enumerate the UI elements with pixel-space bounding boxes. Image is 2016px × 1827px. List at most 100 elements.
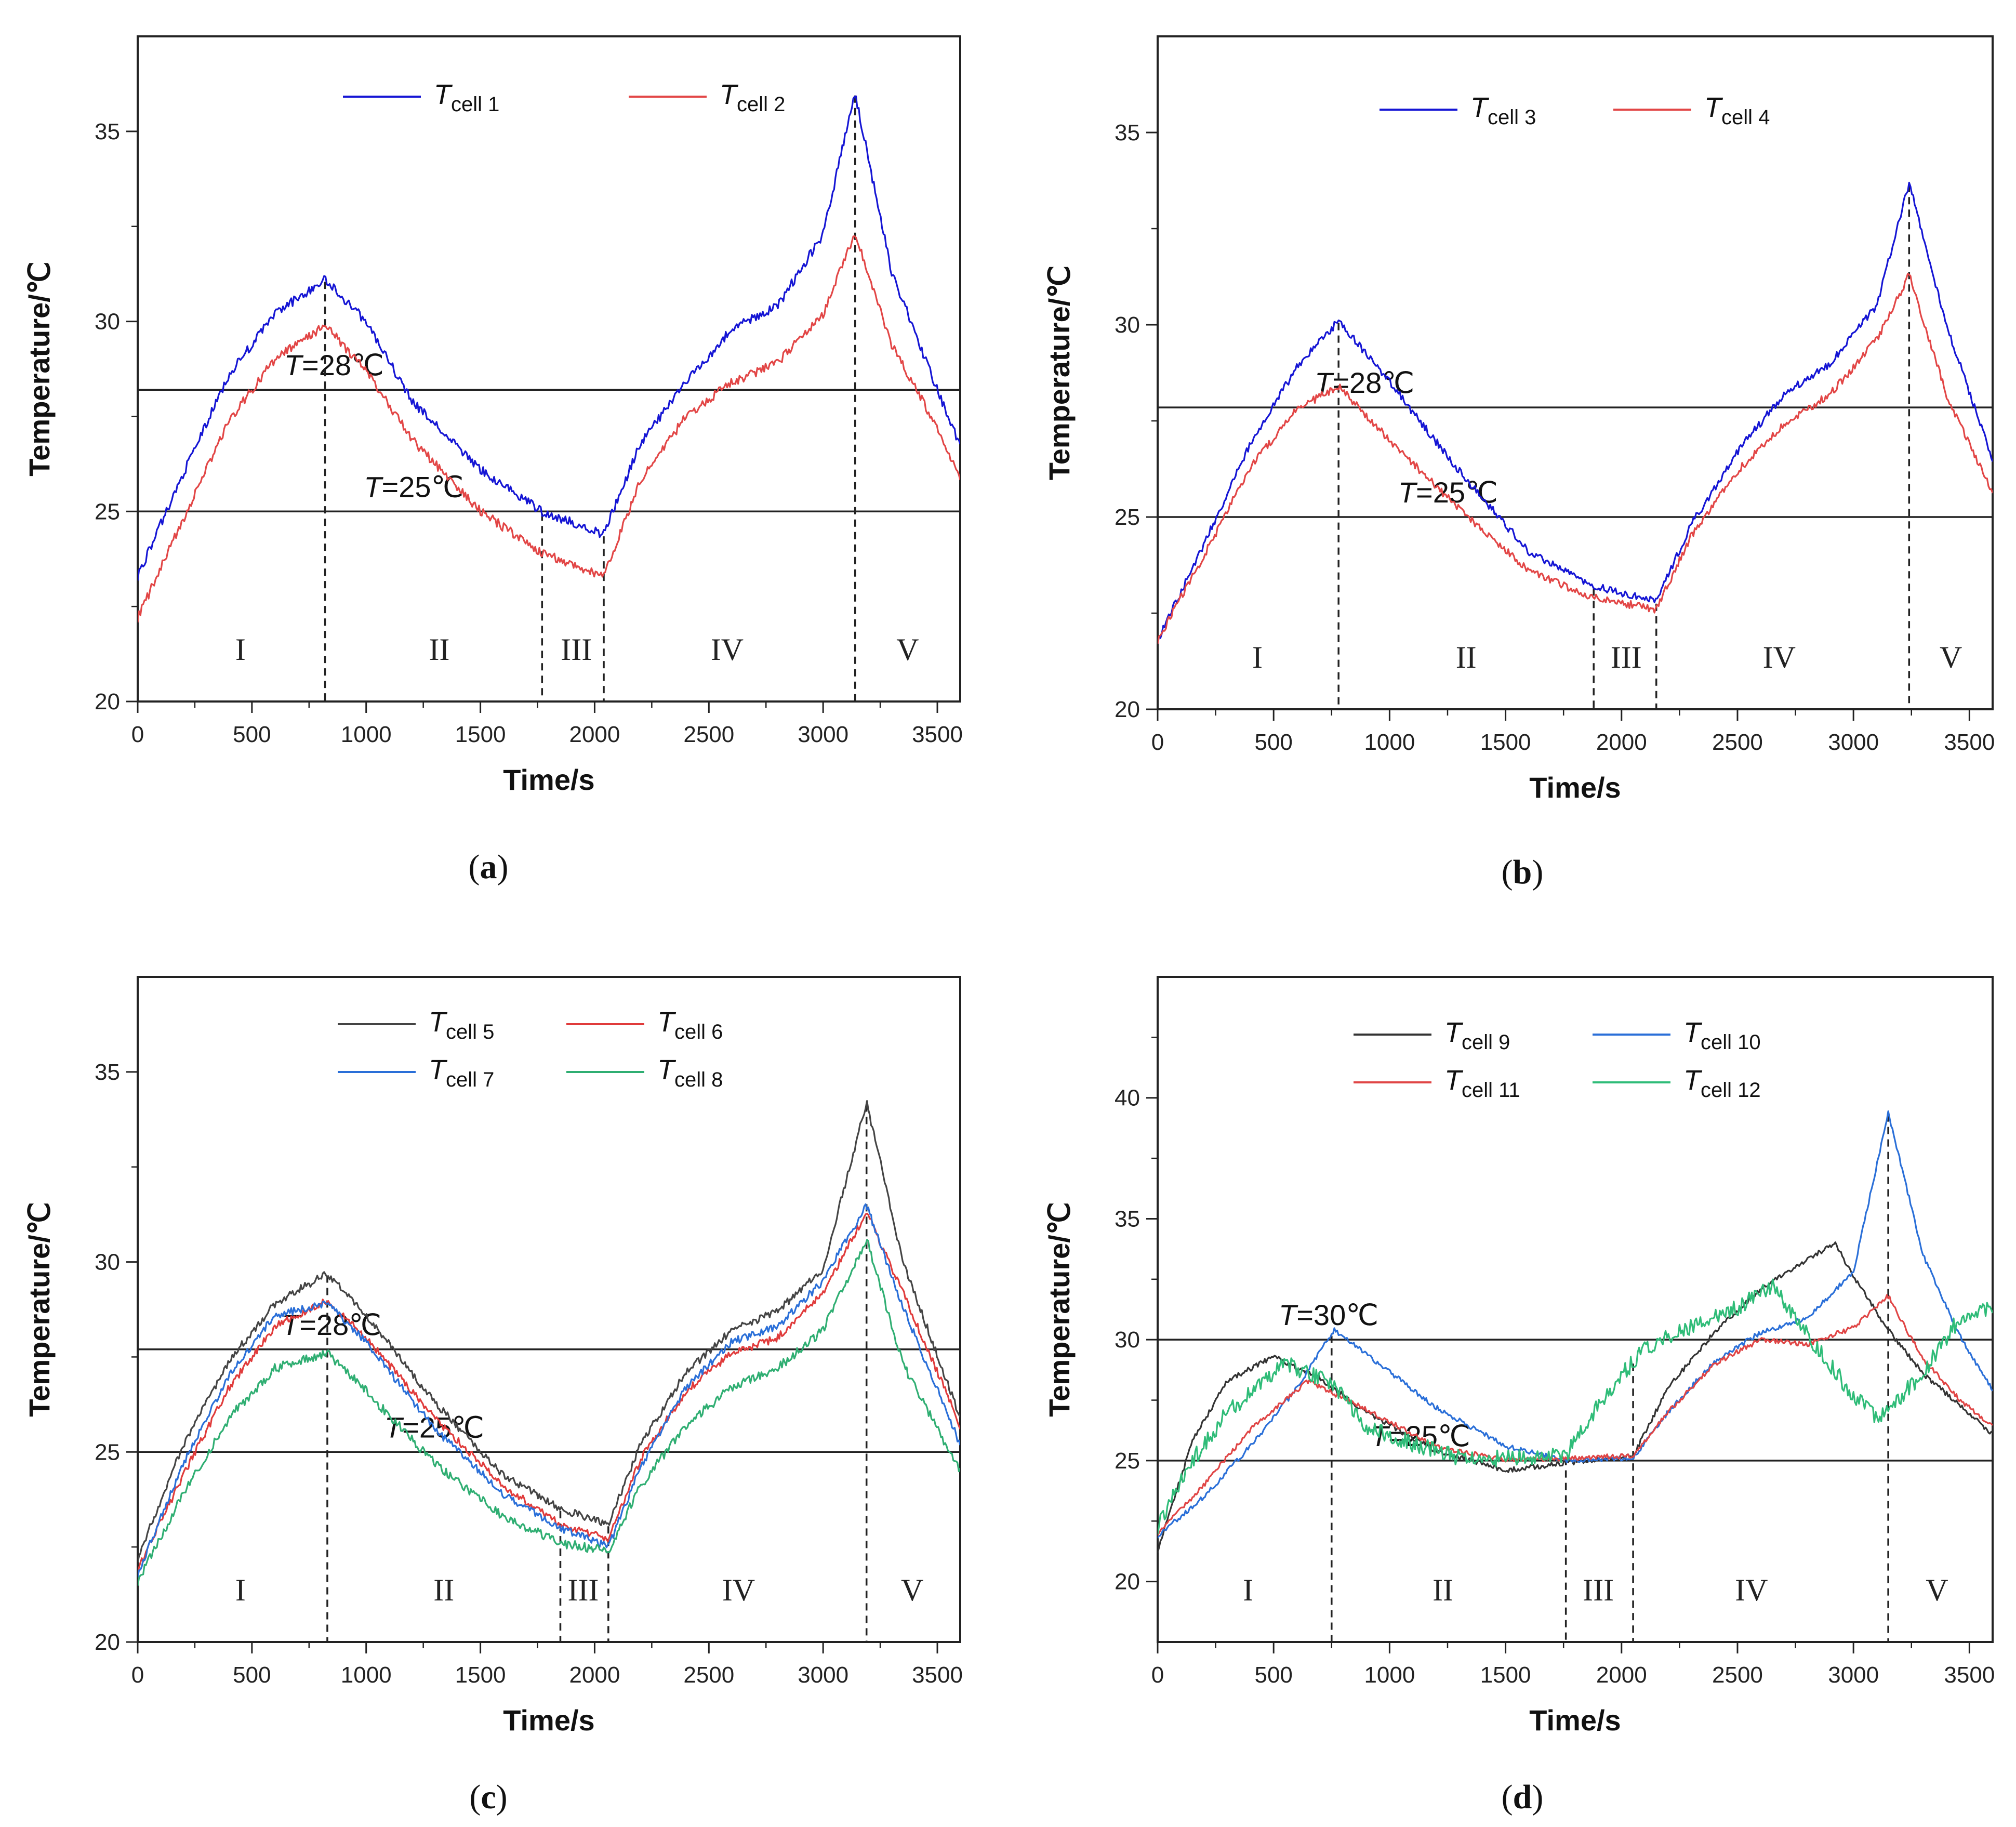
- legend-entry-sub: cell 4: [1721, 106, 1770, 129]
- plot-frame: [137, 35, 961, 703]
- panel-label-close: ): [1532, 853, 1543, 891]
- panel-label-close: ): [1532, 1778, 1543, 1816]
- legend-entry-var: T: [657, 1054, 677, 1085]
- phase-label: V: [1926, 1573, 1948, 1607]
- legend-entry-var: T: [429, 1054, 448, 1085]
- panel-label-open: (: [1502, 1778, 1513, 1816]
- phase-label: III: [1611, 640, 1642, 674]
- reference-line-label: T=28℃: [284, 349, 384, 381]
- x-tick-label: 500: [1254, 1662, 1292, 1688]
- panel-label-letter: b: [1513, 853, 1532, 891]
- series-group: [138, 95, 960, 623]
- phase-label: II: [1433, 1573, 1453, 1607]
- legend-entry-sub: cell 6: [674, 1021, 723, 1043]
- series-line-cell-8: [138, 1239, 960, 1586]
- legend-entry: Tcell 4: [1704, 92, 1770, 129]
- y-tick-label: 25: [95, 499, 120, 524]
- y-tick-label: 25: [95, 1439, 120, 1465]
- legend: Tcell 1 Tcell 2: [343, 79, 785, 116]
- y-axis-title: Temperature/℃: [1043, 266, 1076, 481]
- panel-label-close: ): [497, 848, 509, 886]
- y-tick-label: 35: [1115, 1206, 1140, 1232]
- legend-entry: Tcell 7: [429, 1054, 494, 1091]
- y-tick-label: 20: [1115, 1569, 1140, 1595]
- x-tick-label: 3000: [798, 1662, 848, 1688]
- panel-label: (d): [1502, 1778, 1544, 1816]
- x-tick-label: 1000: [1364, 1662, 1415, 1688]
- plot-frame: [137, 976, 961, 1643]
- x-tick-label: 0: [131, 1662, 144, 1688]
- phase-label: I: [1252, 640, 1263, 674]
- series-line-cell-6: [138, 1212, 960, 1574]
- y-tick-label: 20: [1115, 697, 1140, 722]
- panel-b: T=28℃T=25℃0 500 1000 1500 2000 2500 3000 350020…: [1043, 35, 1995, 891]
- y-tick-label: 20: [95, 1630, 120, 1655]
- panel-label-letter: c: [481, 1778, 496, 1816]
- series-group: [1158, 181, 1993, 644]
- legend-entry: Tcell 1: [434, 79, 499, 116]
- y-axis-title: Temperature/℃: [23, 1202, 56, 1417]
- legend-entry-sub: cell 7: [446, 1068, 494, 1091]
- reference-line-label: T=25℃: [364, 470, 463, 503]
- x-tick-label: 2500: [683, 722, 734, 747]
- x-tick-label: 500: [233, 1662, 271, 1688]
- legend-entry-sub: cell 2: [737, 93, 785, 116]
- series-line-cell-1: [138, 95, 960, 581]
- legend-entry-sub: cell 10: [1701, 1031, 1761, 1054]
- legend-entry: Tcell 3: [1470, 92, 1536, 129]
- x-tick-label: 2500: [1712, 1662, 1763, 1688]
- reference-line-label-var: T: [364, 470, 383, 503]
- phase-label: I: [1243, 1573, 1253, 1607]
- phase-label: II: [429, 632, 449, 667]
- x-tick-label: 3500: [1944, 730, 1995, 755]
- reference-line-label-value: =30℃: [1296, 1299, 1378, 1331]
- panel-label: (a): [469, 848, 509, 886]
- legend-entry-sub: cell 8: [674, 1068, 723, 1091]
- legend-entry-var: T: [1683, 1017, 1703, 1048]
- x-tick-label: 2000: [1596, 1662, 1647, 1688]
- legend-entry-sub: cell 3: [1488, 106, 1536, 129]
- y-tick-label: 30: [95, 309, 120, 335]
- x-tick-label: 2000: [569, 722, 620, 747]
- x-tick-label: 2000: [569, 1662, 620, 1688]
- phase-label: IV: [722, 1573, 755, 1607]
- x-tick-label: 0: [1151, 1662, 1164, 1688]
- phase-label: I: [235, 632, 246, 667]
- legend-entry-var: T: [1704, 92, 1723, 123]
- y-tick-label: 35: [95, 119, 120, 144]
- panel-c: T=28℃T=25℃0 500 1000 1500 2000 2500 3000 350020…: [23, 976, 963, 1816]
- y-tick-label: 25: [1115, 505, 1140, 530]
- x-axis-title: Time/s: [503, 1704, 594, 1737]
- x-tick-label: 1000: [341, 722, 392, 747]
- panel-label-open: (: [1502, 853, 1513, 891]
- legend-entry-sub: cell 1: [451, 93, 499, 116]
- legend-entry: Tcell 2: [720, 79, 785, 116]
- legend-entry: Tcell 12: [1683, 1065, 1761, 1102]
- y-tick-label: 35: [1115, 120, 1140, 145]
- x-tick-label: 0: [1151, 730, 1164, 755]
- panel-label-close: ): [496, 1778, 508, 1816]
- reference-line-label-var: T: [1398, 476, 1418, 509]
- y-tick-label: 25: [1115, 1448, 1140, 1474]
- series-group: [1158, 1110, 1993, 1553]
- x-axis-title: Time/s: [1529, 1704, 1621, 1737]
- panel-label-open: (: [469, 848, 480, 886]
- legend-entry: Tcell 5: [429, 1007, 494, 1043]
- phase-label: III: [567, 1573, 599, 1607]
- phase-label: I: [235, 1573, 246, 1607]
- x-tick-label: 3500: [912, 722, 963, 747]
- panel-label-open: (: [469, 1778, 481, 1816]
- x-tick-label: 3500: [1944, 1662, 1995, 1688]
- legend-entry-sub: cell 11: [1462, 1079, 1520, 1102]
- reference-line-label-value: =25℃: [1416, 476, 1498, 509]
- legend-entry-var: T: [1444, 1017, 1464, 1048]
- legend-entry-sub: cell 12: [1701, 1079, 1761, 1102]
- x-tick-label: 1500: [1480, 730, 1531, 755]
- legend-entry-var: T: [720, 79, 739, 110]
- panel-label: (c): [469, 1778, 507, 1816]
- y-tick-label: 20: [95, 689, 120, 714]
- y-axis-title: Temperature/℃: [1043, 1202, 1076, 1417]
